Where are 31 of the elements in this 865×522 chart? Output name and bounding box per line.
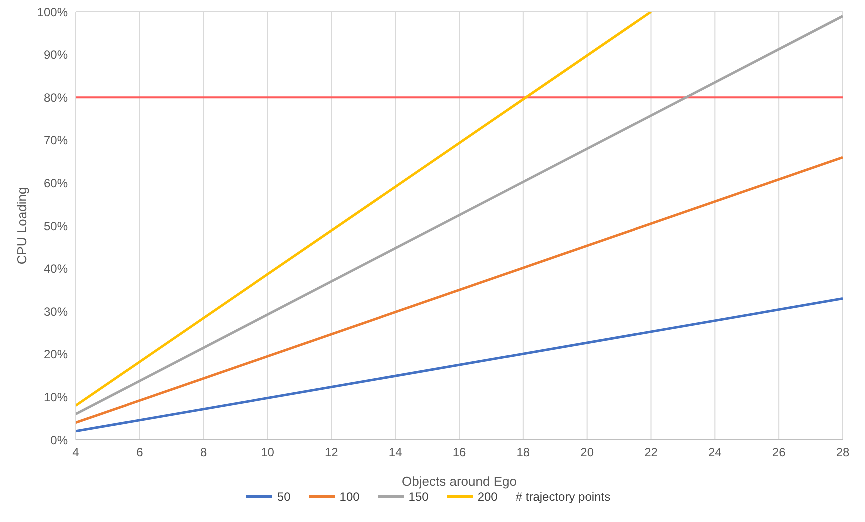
y-tick-label: 90% — [44, 48, 68, 62]
x-tick-label: 6 — [136, 446, 144, 460]
x-tick-label: 4 — [72, 446, 80, 460]
x-axis-title: Objects around Ego — [402, 474, 517, 489]
x-tick-label: 22 — [644, 446, 658, 460]
x-tick-label: 24 — [708, 446, 722, 460]
legend-title: # trajectory points — [516, 490, 611, 504]
y-tick-label: 0% — [50, 433, 68, 448]
y-tick-label: 20% — [44, 348, 68, 362]
y-tick-label: 50% — [44, 219, 68, 234]
legend-label: 150 — [408, 490, 429, 504]
y-tick-label: 70% — [44, 134, 68, 148]
legend-label: 200 — [476, 490, 498, 504]
x-tick-label: 16 — [452, 446, 466, 460]
y-tick-label: 40% — [44, 262, 68, 276]
legend-label: 50 — [276, 490, 291, 504]
y-tick-label: 80% — [44, 90, 68, 105]
y-tick-label: 100% — [37, 5, 68, 20]
x-tick-label: 8 — [200, 446, 208, 460]
y-tick-label: 10% — [44, 390, 68, 404]
x-tick-label: 12 — [324, 446, 339, 460]
x-tick-label: 26 — [772, 446, 786, 460]
x-tick-label: 14 — [388, 446, 403, 460]
x-tick-label: 18 — [516, 446, 530, 460]
x-tick-label: 10 — [261, 446, 275, 460]
x-tick-label: 20 — [580, 446, 594, 460]
legend-label: 100 — [338, 490, 360, 504]
y-axis-title: CPU Loading — [14, 187, 30, 265]
x-tick-label: 28 — [836, 446, 850, 460]
y-tick-label: 30% — [44, 304, 68, 319]
y-tick-label: 60% — [44, 176, 68, 190]
